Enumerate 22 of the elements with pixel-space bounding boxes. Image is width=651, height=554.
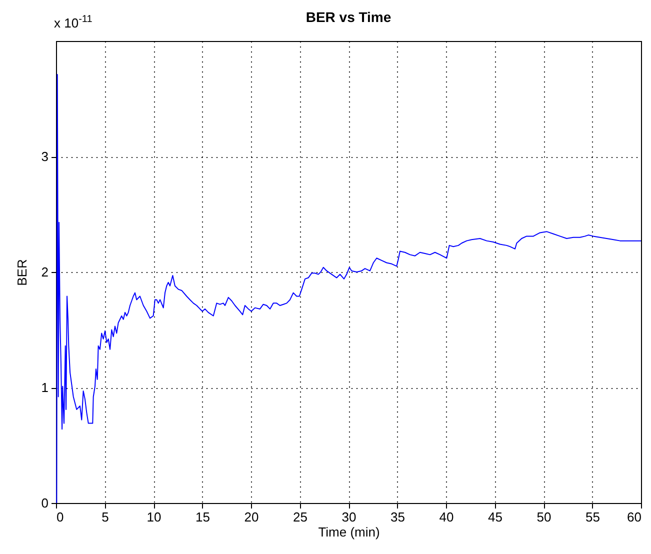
x-tick-label: 40 <box>439 510 454 524</box>
line-series <box>56 74 641 503</box>
y-tick-label: 3 <box>41 149 48 164</box>
y-tick-label: 1 <box>41 380 48 395</box>
x-tick-label: 50 <box>536 510 552 524</box>
x-tick-label: 20 <box>244 510 259 524</box>
x-tick-label: 5 <box>102 510 109 524</box>
y-tick-label: 2 <box>41 264 48 280</box>
x-tick-label: 0 <box>56 510 64 524</box>
x-tick-label: 45 <box>488 510 502 524</box>
y-axis-title: BER <box>14 259 30 286</box>
x-tick-label: 10 <box>146 510 162 524</box>
x-tick-label: 25 <box>293 510 308 524</box>
x-tick-label: 60 <box>627 510 642 524</box>
x-tick-label: 35 <box>390 510 405 524</box>
y-tick-label: 0 <box>41 496 48 510</box>
x-tick-label: 15 <box>196 510 210 524</box>
x-tick-label: 55 <box>586 510 600 524</box>
x-axis-title: Time (min) <box>318 524 380 540</box>
text: x 10$^{-11}$ <box>54 14 92 30</box>
x-tick-label: 30 <box>342 510 356 524</box>
chart-title: BER vs Time <box>306 9 392 25</box>
